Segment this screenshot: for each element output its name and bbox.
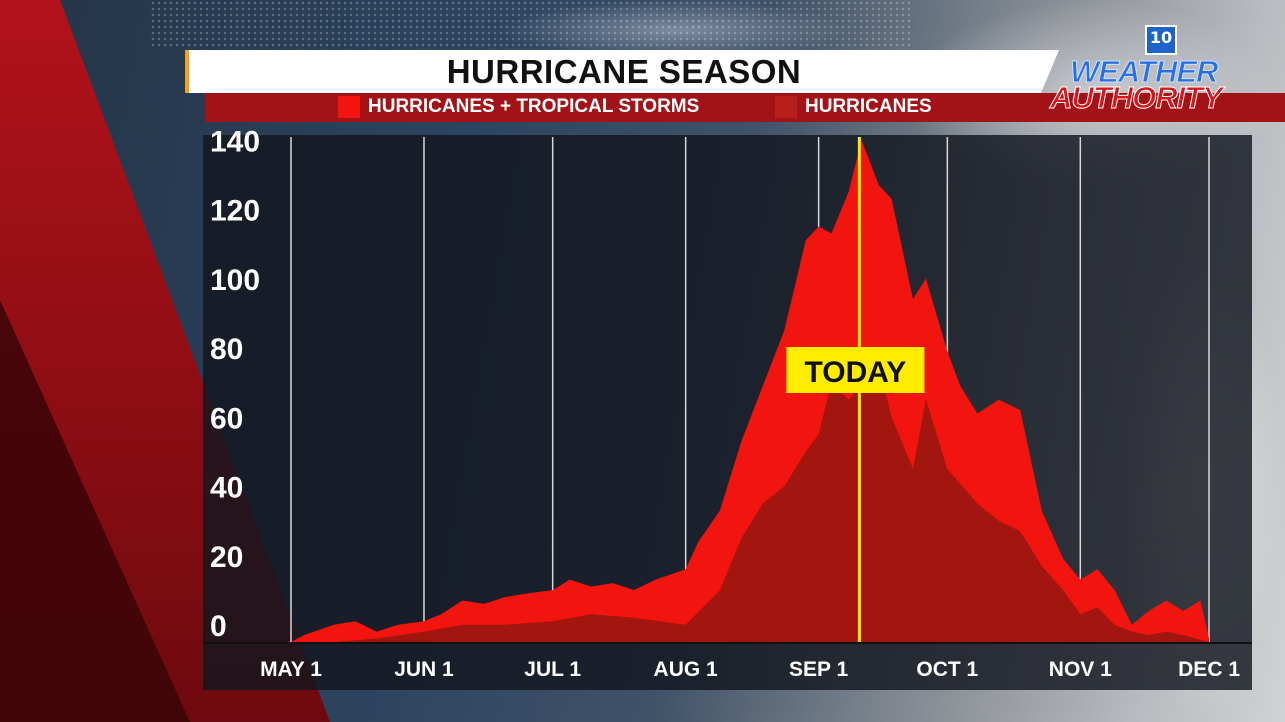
y-tick-label: 40 — [210, 472, 243, 505]
legend-bar: HURRICANES + TROPICAL STORMS HURRICANES — [205, 93, 1285, 122]
x-tick-label: DEC 1 — [1178, 658, 1240, 681]
y-tick-label: 20 — [210, 541, 243, 574]
y-tick-label: 120 — [210, 195, 260, 228]
logo-text-authority: AUTHORITY — [1050, 80, 1224, 116]
weather-authority-logo: 10 WEATHER AUTHORITY — [1050, 20, 1280, 120]
today-label-box — [786, 347, 925, 393]
y-tick-label: 100 — [210, 264, 260, 297]
x-tick-label: JUL 1 — [524, 658, 581, 681]
legend-label: HURRICANES + TROPICAL STORMS — [368, 96, 700, 117]
y-tick-label: 140 — [210, 125, 260, 158]
legend-label: HURRICANES — [805, 96, 932, 117]
today-label: TODAY — [805, 356, 907, 389]
legend-swatch-hurricanes — [775, 96, 797, 118]
legend-item-ts: HURRICANES + TROPICAL STORMS — [338, 96, 699, 118]
decorative-dot-pattern — [150, 0, 910, 50]
chart-title: HURRICANE SEASON — [446, 53, 802, 90]
x-tick-label: MAY 1 — [260, 658, 322, 681]
legend-swatch-ts — [338, 96, 360, 118]
x-tick-label: JUN 1 — [394, 658, 454, 681]
x-tick-label: OCT 1 — [916, 658, 978, 681]
y-tick-label: 0 — [210, 610, 227, 643]
y-tick-label: 60 — [210, 402, 243, 435]
x-tick-label: AUG 1 — [654, 658, 719, 681]
title-bar: HURRICANE SEASON — [185, 50, 1059, 93]
station-logo: 10 — [1145, 25, 1177, 55]
logo-text-weather: WEATHER — [1069, 54, 1218, 90]
area-hurricanes — [291, 365, 1209, 642]
legend-item-hurricanes: HURRICANES — [775, 96, 932, 118]
y-tick-label: 80 — [210, 333, 243, 366]
x-tick-label: NOV 1 — [1049, 658, 1112, 681]
x-tick-label: SEP 1 — [789, 658, 848, 681]
